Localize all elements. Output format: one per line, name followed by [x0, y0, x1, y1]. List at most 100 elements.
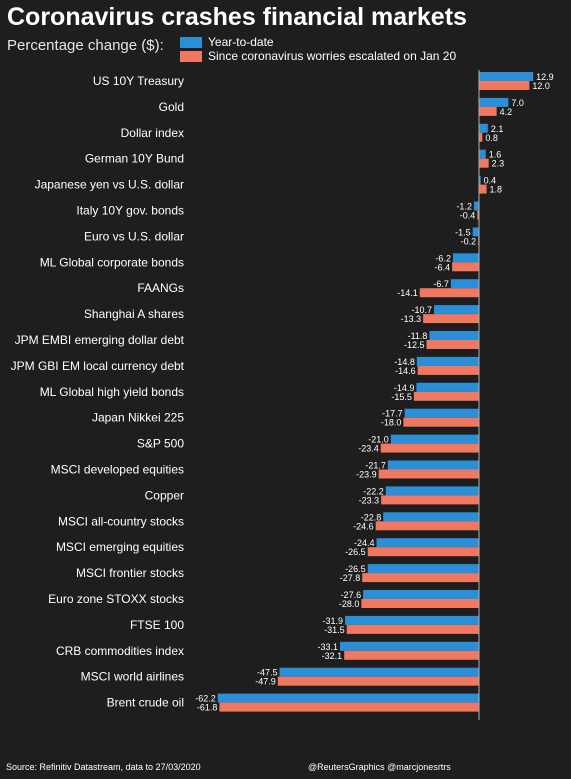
value-label: 1.6: [489, 150, 502, 160]
value-label: -28.0: [339, 599, 360, 609]
legend-label-since: Since coronavirus worries escalated on J…: [208, 49, 457, 63]
bar-ytd: [376, 538, 479, 548]
bar-ytd: [429, 331, 479, 340]
value-label: -6.7: [433, 279, 449, 289]
category-label: JPM EMBI emerging dollar debt: [15, 333, 185, 347]
bar-since-jan20: [479, 184, 487, 194]
bar-ytd: [434, 305, 479, 315]
bar-ytd: [385, 486, 479, 496]
value-label: -14.1: [397, 288, 418, 298]
legend-label-ytd: Year-to-date: [208, 35, 274, 49]
value-label: -0.4: [460, 211, 476, 221]
value-label: -0.2: [461, 236, 477, 246]
value-label: -22.8: [361, 512, 382, 522]
category-label: German 10Y Bund: [85, 152, 184, 166]
bar-since-jan20: [375, 521, 479, 531]
value-label: -32.1: [322, 651, 343, 661]
value-label: -31.5: [324, 625, 345, 635]
bar-ytd: [416, 356, 479, 366]
bar-since-jan20: [479, 106, 497, 116]
footer-source: Source: Refinitiv Datastream, data to 27…: [6, 762, 201, 772]
category-label: MSCI world airlines: [81, 670, 184, 684]
value-label: -17.7: [382, 409, 403, 419]
category-label: Japan Nikkei 225: [92, 411, 184, 425]
bar-ytd: [479, 97, 509, 107]
value-label: -15.5: [391, 392, 412, 402]
value-label: -26.5: [345, 564, 366, 574]
bar-since-jan20: [413, 391, 479, 401]
category-label: MSCI developed equities: [51, 463, 184, 477]
bar-since-jan20: [361, 599, 479, 608]
bar-ytd: [367, 564, 479, 574]
chart-title: Coronavirus crashes financial markets: [7, 3, 467, 31]
bar-ytd: [472, 227, 479, 237]
value-label: -31.9: [323, 616, 344, 626]
value-label: -10.7: [412, 305, 433, 315]
bar-ytd: [416, 382, 479, 392]
category-label: Japanese yen vs U.S. dollar: [35, 178, 184, 192]
bar-since-jan20: [219, 702, 479, 712]
category-label: Shanghai A shares: [84, 307, 184, 321]
value-label: -21.7: [365, 461, 386, 471]
value-label: -13.3: [401, 314, 422, 324]
category-label: Italy 10Y gov. bonds: [76, 204, 184, 218]
bar-ytd: [390, 434, 479, 444]
value-label: -47.5: [257, 668, 278, 678]
category-label: FAANGs: [137, 281, 184, 295]
bar-ytd: [404, 408, 479, 418]
bar-ytd: [479, 123, 488, 133]
footer-credit: @ReutersGraphics @marcjonesrtrs: [308, 762, 451, 772]
value-label: -22.2: [363, 486, 384, 496]
value-label: -23.3: [359, 495, 380, 505]
category-label: Euro vs U.S. dollar: [84, 229, 184, 243]
legend-item-ytd: Year-to-date: [180, 35, 456, 49]
bar-since-jan20: [419, 288, 479, 298]
bar-ytd: [479, 72, 534, 81]
bar-since-jan20: [344, 650, 479, 660]
value-label: 7.0: [511, 98, 524, 108]
bar-ytd: [345, 615, 479, 625]
bar-ytd: [473, 201, 479, 211]
value-label: -14.6: [395, 366, 416, 376]
bar-since-jan20: [277, 676, 479, 686]
value-label: -6.4: [435, 262, 451, 272]
category-label: US 10Y Treasury: [93, 74, 184, 88]
value-label: -12.5: [404, 340, 425, 350]
value-label: 4.2: [500, 107, 513, 117]
category-label: MSCI frontier stocks: [76, 566, 184, 580]
bar-since-jan20: [378, 469, 479, 479]
category-label: MSCI emerging equities: [56, 540, 184, 554]
bar-ytd: [363, 590, 479, 599]
legend-swatch-since: [180, 50, 202, 62]
value-label: 2.1: [491, 124, 504, 134]
value-label: -27.6: [341, 590, 362, 600]
bar-since-jan20: [367, 547, 479, 557]
value-label: 12.9: [536, 72, 554, 82]
bar-since-jan20: [479, 132, 483, 142]
category-label: ML Global corporate bonds: [40, 255, 184, 269]
bar-ytd: [279, 667, 479, 677]
value-label: -24.6: [353, 521, 374, 531]
category-label: Gold: [159, 100, 184, 114]
legend-item-since: Since coronavirus worries escalated on J…: [180, 49, 456, 63]
bar-ytd: [387, 460, 479, 470]
category-label: ML Global high yield bonds: [40, 385, 184, 399]
bar-since-jan20: [381, 495, 479, 505]
category-label: Copper: [145, 488, 184, 502]
chart-subtitle: Percentage change ($):: [7, 37, 164, 54]
bar-ytd: [450, 279, 479, 289]
value-label: -23.9: [356, 470, 377, 480]
value-label: -26.5: [345, 547, 366, 557]
category-label: MSCI all-country stocks: [58, 514, 184, 528]
value-label: -33.1: [317, 642, 338, 652]
category-label: JPM GBI EM local currency debt: [11, 359, 185, 373]
category-label: FTSE 100: [130, 618, 184, 632]
category-label: Euro zone STOXX stocks: [48, 592, 184, 606]
value-label: 1.8: [490, 185, 503, 195]
value-label: -62.2: [195, 694, 216, 704]
bar-since-jan20: [452, 262, 479, 272]
bar-since-jan20: [479, 158, 489, 168]
bar-since-jan20: [362, 573, 479, 583]
category-label: Dollar index: [121, 126, 184, 140]
bar-since-jan20: [477, 210, 479, 220]
